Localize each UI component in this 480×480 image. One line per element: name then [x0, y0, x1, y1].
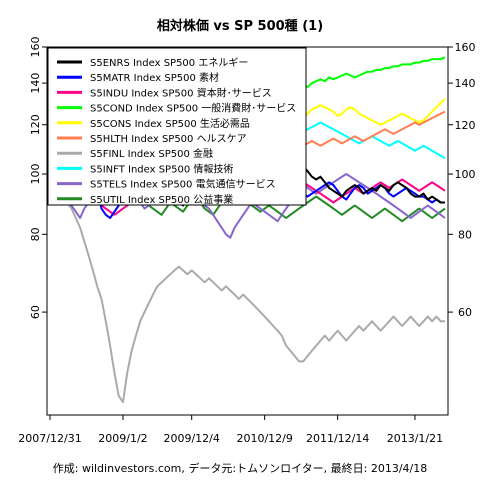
y-tick-label-right: 160 [455, 41, 476, 54]
x-tick-label: 2009/12/4 [163, 432, 219, 445]
chart-title: 相対株価 vs SP 500種 (1) [157, 18, 323, 34]
y-tick-label-left: 100 [29, 164, 42, 185]
x-tick-label: 2011/12/14 [306, 432, 369, 445]
plot-area-border [46, 46, 449, 416]
chart-caption: 作成: wildinvestors.com, データ元:トムソンロイター, 最終… [53, 461, 427, 475]
legend: S5ENRS Index SP500 エネルギー S5MATR Index SP5… [47, 47, 307, 206]
y-tick-label-right: 100 [455, 168, 476, 181]
y-tick-label-right: 60 [458, 306, 472, 319]
y-tick-label-right: 120 [455, 119, 476, 132]
x-tick-label: 2013/1/21 [387, 432, 443, 445]
legend-label: S5CONS Index SP500 生活必需品 [90, 117, 250, 130]
axes: 60 60 80 80 100 100 120 120 140 140 160 160 2007/12/… [18, 37, 475, 446]
x-tick-label: 2007/12/31 [18, 432, 81, 445]
legend-label: S5INDU Index SP500 資本財･サービス [90, 86, 272, 99]
y-tick-label-left: 80 [29, 227, 42, 241]
y-tick-label-left: 120 [29, 114, 42, 135]
legend-label: S5UTIL Index SP500 公益事業 [90, 193, 233, 206]
legend-label: S5HLTH Index SP500 ヘルスケア [90, 133, 247, 145]
legend-label: S5ENRS Index SP500 エネルギー [90, 57, 248, 69]
legend-label: S5COND Index SP500 一般消費財･サービス [90, 102, 296, 115]
legend-label: S5MATR Index SP500 素材 [90, 71, 219, 84]
legend-label: S5TELS Index SP500 電気通信サービス [90, 178, 276, 191]
y-tick-label-left: 60 [29, 305, 42, 319]
y-tick-label-left: 160 [29, 37, 42, 58]
y-tick-label-right: 80 [458, 228, 472, 241]
y-tick-label-right: 140 [455, 77, 476, 90]
legend-box [47, 47, 307, 206]
x-tick-label: 2010/12/9 [236, 432, 292, 445]
legend-label: S5FINL Index SP500 金融 [90, 147, 213, 160]
x-tick-label: 2009/1/2 [98, 432, 147, 445]
legend-label: S5INFT Index SP500 情報技術 [90, 162, 233, 175]
series-line-6 [49, 173, 445, 404]
y-tick-label-left: 140 [29, 73, 42, 94]
